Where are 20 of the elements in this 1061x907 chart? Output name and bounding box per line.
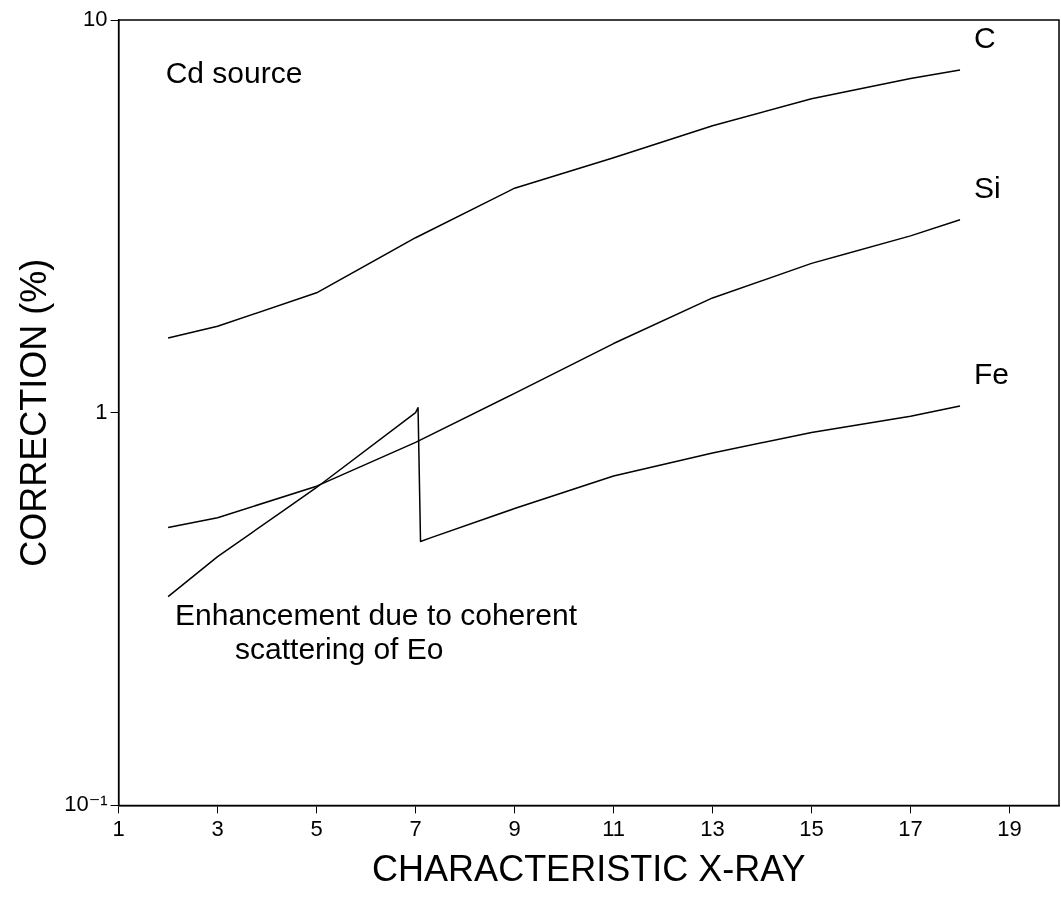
x-tick-label: 13 <box>700 815 725 841</box>
y-tick-label: 1 <box>95 398 108 424</box>
x-axis-title: CHARACTERISTIC X-RAY <box>372 848 806 890</box>
y-axis-title: CORRECTION (%) <box>12 258 54 567</box>
x-tick-label: 3 <box>211 815 224 841</box>
x-tick-label: 1 <box>112 815 125 841</box>
annotation: Cd source <box>165 56 303 90</box>
x-tick-label: 9 <box>508 815 521 841</box>
series-label: Fe <box>974 357 1010 391</box>
x-tick-label: 15 <box>799 815 824 841</box>
x-tick-label: 19 <box>997 815 1022 841</box>
series-label: C <box>974 21 996 55</box>
x-tick-label: 17 <box>898 815 923 841</box>
annotation: Enhancement due to coherent scattering of Eo <box>175 598 578 666</box>
x-tick-label: 7 <box>409 815 422 841</box>
x-tick-label: 5 <box>310 815 323 841</box>
y-tick-label: 10⁻¹ <box>64 791 108 817</box>
x-tick-label: 11 <box>602 815 625 841</box>
y-tick-label: 10 <box>83 6 108 32</box>
series-label: Si <box>974 171 1001 205</box>
